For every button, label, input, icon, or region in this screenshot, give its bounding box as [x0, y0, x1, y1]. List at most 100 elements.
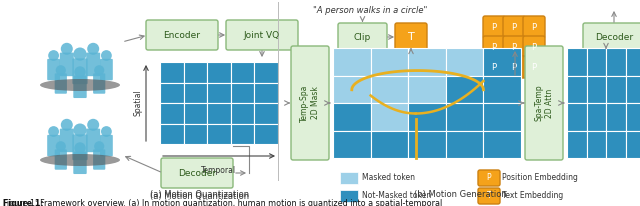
- FancyBboxPatch shape: [47, 135, 60, 156]
- Text: T: T: [408, 32, 414, 42]
- Circle shape: [87, 119, 99, 131]
- FancyBboxPatch shape: [74, 76, 86, 98]
- Bar: [567, 130, 586, 158]
- FancyBboxPatch shape: [146, 20, 218, 50]
- Bar: [184, 124, 207, 144]
- Bar: [371, 48, 408, 76]
- Text: P: P: [492, 42, 497, 52]
- FancyBboxPatch shape: [503, 36, 525, 58]
- Bar: [160, 82, 184, 103]
- Text: Decoder: Decoder: [595, 33, 633, 41]
- Ellipse shape: [40, 154, 120, 166]
- FancyBboxPatch shape: [93, 73, 106, 94]
- FancyBboxPatch shape: [72, 134, 88, 160]
- Bar: [207, 62, 231, 82]
- Text: Masked token: Masked token: [362, 173, 415, 183]
- Bar: [371, 103, 408, 130]
- FancyBboxPatch shape: [161, 158, 233, 188]
- Bar: [606, 103, 625, 130]
- Bar: [483, 130, 521, 158]
- FancyBboxPatch shape: [54, 73, 67, 94]
- Bar: [408, 48, 446, 76]
- FancyBboxPatch shape: [60, 53, 74, 76]
- FancyBboxPatch shape: [503, 56, 525, 78]
- Bar: [207, 82, 231, 103]
- FancyBboxPatch shape: [525, 46, 563, 160]
- Text: P: P: [511, 22, 516, 32]
- FancyBboxPatch shape: [583, 23, 640, 51]
- Text: Encoder: Encoder: [163, 30, 200, 40]
- Bar: [231, 103, 255, 124]
- Text: Joint VQ: Joint VQ: [244, 30, 280, 40]
- Bar: [371, 76, 408, 103]
- Bar: [333, 48, 371, 76]
- Text: P: P: [531, 22, 536, 32]
- FancyBboxPatch shape: [86, 53, 100, 76]
- Text: P: P: [511, 62, 516, 71]
- FancyBboxPatch shape: [100, 135, 113, 156]
- Bar: [231, 82, 255, 103]
- Bar: [160, 124, 184, 144]
- Bar: [446, 103, 483, 130]
- Bar: [625, 130, 640, 158]
- FancyBboxPatch shape: [74, 152, 86, 174]
- Circle shape: [74, 142, 86, 154]
- Bar: [606, 76, 625, 103]
- Text: P: P: [511, 42, 516, 52]
- Text: (a) Motion Quantization: (a) Motion Quantization: [150, 191, 250, 199]
- Bar: [231, 62, 255, 82]
- Bar: [567, 76, 586, 103]
- Text: Spa-Temp
2D Attn: Spa-Temp 2D Attn: [534, 85, 554, 121]
- Bar: [160, 62, 184, 82]
- Bar: [625, 76, 640, 103]
- Circle shape: [74, 66, 86, 78]
- Bar: [586, 130, 606, 158]
- FancyBboxPatch shape: [226, 20, 298, 50]
- Bar: [483, 103, 521, 130]
- FancyBboxPatch shape: [47, 59, 60, 80]
- Ellipse shape: [40, 79, 120, 91]
- Circle shape: [101, 126, 112, 137]
- Bar: [160, 103, 184, 124]
- FancyBboxPatch shape: [86, 129, 100, 152]
- Bar: [483, 76, 521, 103]
- Circle shape: [56, 65, 66, 75]
- Text: P: P: [486, 173, 492, 183]
- FancyBboxPatch shape: [395, 23, 427, 51]
- Bar: [333, 103, 371, 130]
- Bar: [255, 103, 278, 124]
- FancyBboxPatch shape: [478, 170, 500, 186]
- Bar: [586, 48, 606, 76]
- Bar: [446, 48, 483, 76]
- Circle shape: [87, 43, 99, 55]
- Bar: [340, 172, 358, 184]
- Bar: [184, 103, 207, 124]
- Circle shape: [94, 65, 104, 75]
- Circle shape: [48, 50, 59, 61]
- Text: P: P: [492, 62, 497, 71]
- FancyBboxPatch shape: [93, 149, 106, 170]
- Bar: [340, 190, 358, 202]
- Bar: [483, 48, 521, 76]
- Bar: [567, 103, 586, 130]
- Circle shape: [48, 126, 59, 137]
- Text: (b) Motion Generation: (b) Motion Generation: [413, 191, 506, 199]
- Bar: [255, 62, 278, 82]
- Circle shape: [61, 119, 73, 131]
- Text: P: P: [531, 62, 536, 71]
- Bar: [606, 130, 625, 158]
- Text: Temporal: Temporal: [202, 166, 237, 175]
- Bar: [586, 103, 606, 130]
- FancyBboxPatch shape: [523, 16, 545, 38]
- Circle shape: [101, 50, 112, 61]
- Bar: [567, 48, 586, 76]
- Bar: [333, 76, 371, 103]
- FancyBboxPatch shape: [483, 56, 505, 78]
- Bar: [446, 130, 483, 158]
- Text: Figure 1:: Figure 1:: [3, 199, 46, 206]
- Text: Position Embedding: Position Embedding: [502, 173, 578, 183]
- Text: (a) Motion Quantization: (a) Motion Quantization: [150, 192, 250, 200]
- Circle shape: [74, 47, 86, 61]
- Text: P: P: [531, 42, 536, 52]
- FancyBboxPatch shape: [478, 188, 500, 204]
